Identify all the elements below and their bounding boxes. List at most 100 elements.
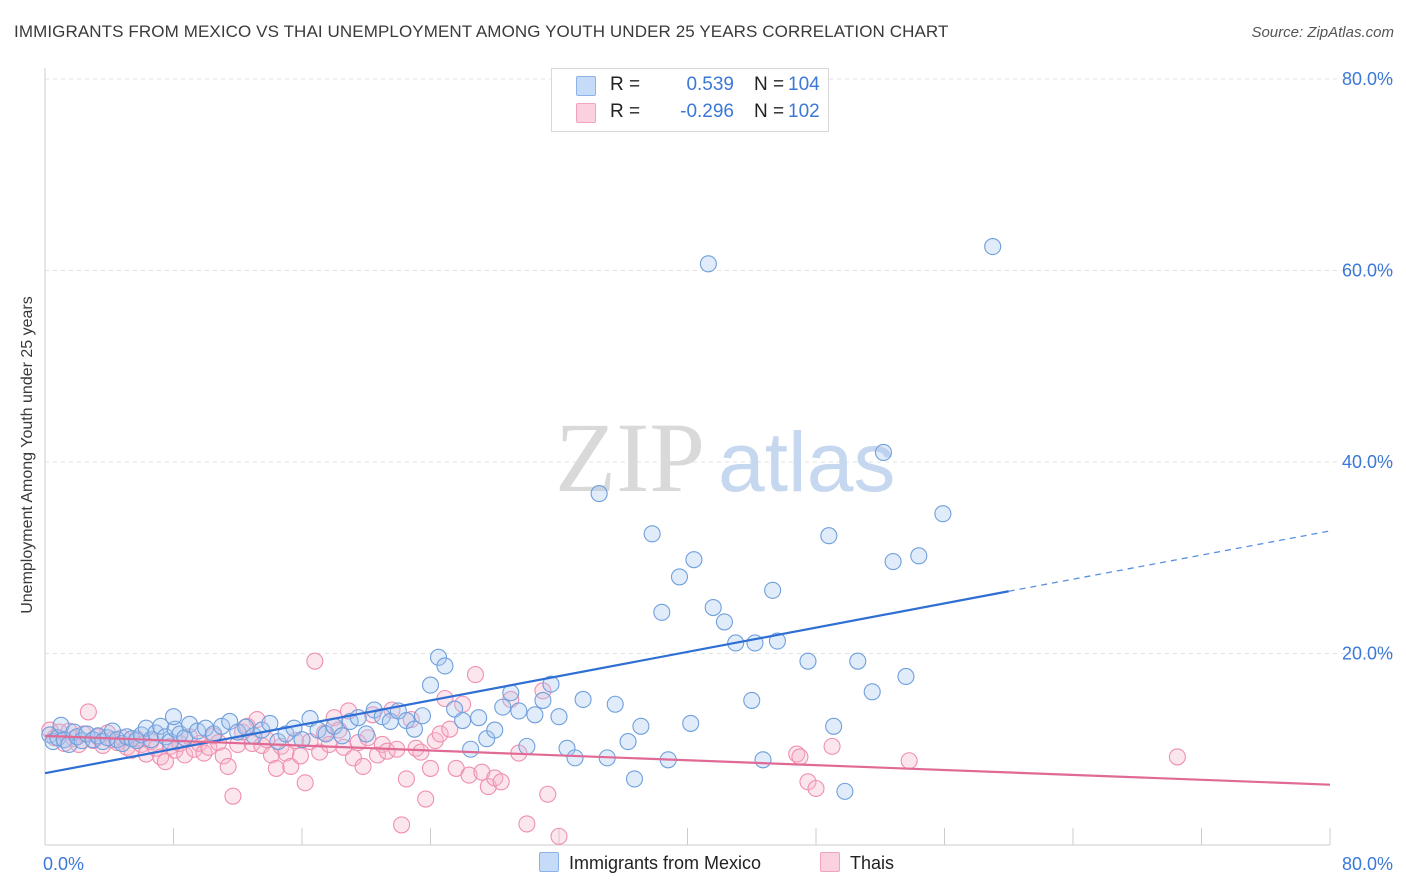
stats-box: R = 0.539 N = 104 R = -0.296 N = 102 [551,68,829,132]
thai-point [412,743,430,761]
thai-point [431,725,449,743]
thai-point [421,759,440,777]
mexico-swatch [576,76,596,96]
n-label: N = [754,101,785,122]
mexico-point [764,581,782,599]
mexico-point [699,255,717,273]
mexico-point [897,667,915,686]
thai-point [214,747,232,765]
axes [44,68,1331,846]
mexico-point [534,691,552,709]
mexico-point [768,632,787,650]
r-value: 0.539 [686,74,734,95]
thai-point [393,816,411,834]
mexico-point [825,717,843,735]
legend-item-thais[interactable]: Thais [820,852,894,874]
y-tick-label: 40.0% [1342,452,1393,472]
n-value: 102 [788,101,820,122]
mexico-point [357,725,375,743]
mexico-point [984,238,1002,256]
watermark-zip: ZIP [555,402,705,513]
mexico-point [405,720,423,738]
mexico-point [619,733,637,751]
mexico-point [754,751,772,769]
mexico-point [486,721,504,739]
thai-point [368,746,387,764]
thai-point [397,770,415,788]
thai-point [807,779,825,798]
mexico-point [874,443,893,461]
mexico-point [494,698,512,716]
mexico-point [606,695,624,713]
mexico-trend-extension [1008,530,1331,592]
mexico-point [643,525,661,543]
thai-point [550,827,568,845]
thai-point [156,753,175,771]
mexico-point [910,547,928,565]
watermark-atlas: atlas [718,415,895,509]
mexico-point [743,691,761,709]
mexico-point [934,505,952,523]
tick-labels: 20.0% 40.0% 60.0% 80.0% 0.0% 80.0% [43,69,1393,874]
thai-point [492,773,510,791]
mexico-point [454,711,472,730]
mexico-point [799,652,817,670]
mexico-point [574,690,592,709]
source-credit: Source: ZipAtlas.com [1251,24,1394,41]
thai-point [1168,748,1186,766]
thai-point [344,749,362,767]
thai-point [460,766,478,784]
r-label: R = [610,74,641,95]
gridlines [45,78,1393,654]
mexico-point [632,717,650,735]
mexico-point [462,740,480,758]
mexico-points [41,238,1002,800]
mexico-point [820,527,838,545]
legend-item-mexico[interactable]: Immigrants from Mexico [539,852,761,874]
thai-point [224,787,242,805]
mexico-point [421,676,440,694]
y-tick-label: 20.0% [1342,644,1393,664]
thai-point [900,752,918,770]
thai-point [320,735,338,754]
mexico-point [413,707,432,725]
trend-lines [44,530,1331,786]
mexico-point [436,657,454,675]
mexico-point [670,568,689,586]
legend-label-mexico: Immigrants from Mexico [569,853,762,873]
thai-point [296,774,314,792]
thai-point [354,757,372,776]
mexico-point [550,708,568,726]
thai-point [788,745,806,763]
mexico-point [341,712,359,731]
mexico-point [164,708,183,726]
thai-points [41,652,1186,845]
mexico-point [685,551,703,569]
mexico-point [884,553,902,571]
y-tick-label: 60.0% [1342,261,1393,281]
thai-point [518,815,536,833]
thai-point [823,737,841,755]
thai-point [417,790,435,808]
mexico-point [470,709,488,727]
mexico-point [704,598,722,617]
thai-trend-line [44,734,1331,786]
thai-point [441,720,459,738]
thai-point [791,748,809,766]
legend-label-thais: Thais [850,853,895,873]
mexico-point [625,770,644,788]
y-axis-label: Unemployment Among Youth under 25 years [19,296,36,614]
r-label: R = [610,101,641,122]
mexico-point [213,717,231,735]
mexico-point [293,731,311,749]
mexico-point [429,648,448,666]
mexico-point [590,485,608,503]
mexico-point [542,675,560,693]
mexico-point [566,749,584,767]
y-tick-label: 80.0% [1342,69,1393,89]
thai-point [466,666,485,684]
mexico-point [510,702,528,720]
mexico-point [715,613,733,631]
thai-point [291,747,309,765]
